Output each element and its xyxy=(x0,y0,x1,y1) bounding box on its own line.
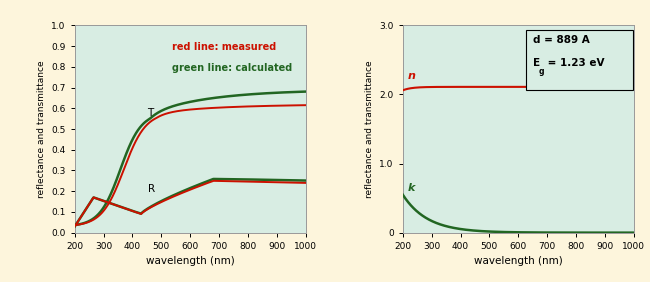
Text: R: R xyxy=(148,184,155,194)
Text: = 1.23 eV: = 1.23 eV xyxy=(543,65,603,75)
Text: = 1.23 eV: = 1.23 eV xyxy=(544,58,604,67)
Text: g: g xyxy=(538,75,544,84)
X-axis label: wavelength (nm): wavelength (nm) xyxy=(474,256,563,266)
Text: d = 889 A: d = 889 A xyxy=(533,35,590,45)
Text: green line: calculated: green line: calculated xyxy=(172,63,292,73)
Text: T: T xyxy=(148,107,154,118)
Text: g: g xyxy=(539,67,545,76)
Text: d = 889 A: d = 889 A xyxy=(532,40,589,50)
FancyBboxPatch shape xyxy=(526,30,632,90)
Text: n: n xyxy=(408,71,416,81)
Text: red line: measured: red line: measured xyxy=(172,42,276,52)
Y-axis label: reflectance and transmittance: reflectance and transmittance xyxy=(365,60,374,198)
Text: E: E xyxy=(533,58,540,67)
X-axis label: wavelength (nm): wavelength (nm) xyxy=(146,256,235,266)
Text: E: E xyxy=(532,65,540,75)
Y-axis label: reflectance and transmittance: reflectance and transmittance xyxy=(37,60,46,198)
Text: k: k xyxy=(408,183,415,193)
